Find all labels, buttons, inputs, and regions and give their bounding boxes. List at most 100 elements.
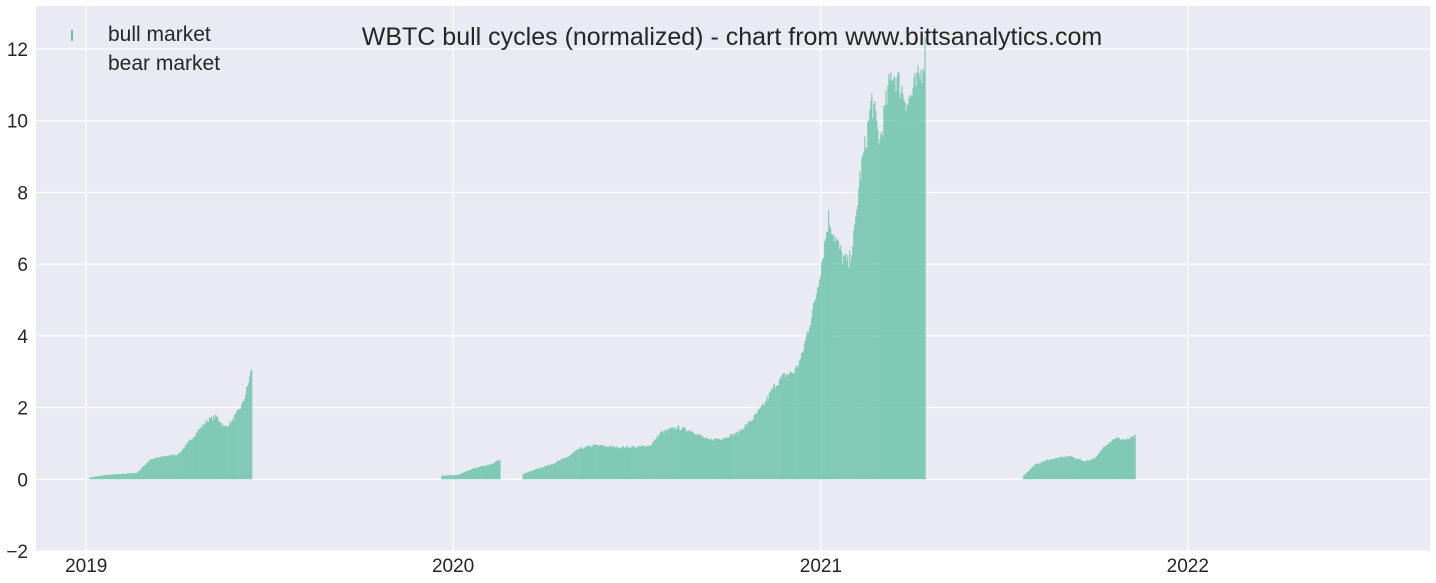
bull-bar	[921, 82, 923, 480]
bull-bar	[1114, 438, 1116, 480]
bull-bar	[1066, 456, 1068, 480]
bull-bar	[107, 474, 109, 480]
bull-bar	[1134, 434, 1136, 480]
y-tick-label: 4	[17, 327, 28, 348]
bull-bar	[563, 458, 565, 480]
bull-bar	[103, 475, 105, 480]
bull-bar	[611, 447, 614, 480]
bull-bar	[1077, 458, 1079, 480]
bull-bar	[610, 445, 613, 480]
bull-bar	[481, 466, 483, 480]
bull-bar	[896, 77, 898, 480]
bull-bar	[1061, 457, 1063, 480]
bull-bar	[718, 438, 720, 480]
bull-bar	[728, 437, 730, 480]
bull-bar	[547, 464, 549, 480]
bull-bar	[855, 216, 857, 480]
bull-bar	[661, 431, 663, 480]
bull-bar	[460, 473, 462, 480]
bull-bar	[1118, 437, 1120, 480]
bull-bar	[1076, 459, 1078, 480]
bull-bar	[467, 470, 469, 480]
bull-bar	[1028, 469, 1031, 480]
bull-bar	[726, 437, 728, 480]
bull-bar	[763, 405, 765, 480]
bull-bar	[1022, 475, 1025, 480]
bull-bar	[543, 466, 545, 480]
bull-bar	[1107, 444, 1109, 480]
bull-bar	[805, 334, 808, 480]
bull-bar	[126, 473, 128, 480]
bull-bar	[1031, 467, 1033, 480]
bull-bar	[1038, 463, 1040, 480]
bull-bar	[198, 429, 201, 480]
bull-bar	[651, 444, 653, 480]
bull-bar	[1042, 461, 1044, 480]
bull-bar	[1081, 460, 1083, 480]
bull-bar	[1091, 459, 1093, 480]
bull-bar	[1111, 440, 1113, 480]
bull-bar	[701, 436, 703, 480]
bull-bar	[1109, 442, 1111, 480]
bull-bar	[773, 383, 775, 480]
bull-bar	[644, 445, 646, 480]
bull-bar	[870, 100, 872, 480]
bull-bar	[561, 458, 563, 480]
bull-bar	[603, 445, 606, 480]
bull-bar	[1057, 457, 1059, 480]
bull-bar	[804, 339, 807, 480]
bull-bar	[884, 105, 886, 480]
bull-bar	[622, 445, 625, 480]
bull-bar	[223, 426, 226, 480]
bull-bar	[1060, 456, 1062, 480]
bull-bar	[813, 301, 816, 480]
bull-bar	[150, 459, 152, 480]
bull-bar	[586, 446, 589, 480]
bull-bar	[1122, 439, 1124, 480]
bull-bar	[1033, 466, 1035, 480]
bull-bar	[148, 460, 150, 480]
bull-bar	[606, 447, 609, 480]
bull-bar	[789, 371, 792, 480]
bull-bar	[94, 476, 96, 480]
bull-bar	[495, 461, 497, 480]
bull-bar	[919, 79, 921, 480]
bull-bar	[687, 431, 689, 480]
bull-bar	[90, 477, 92, 480]
bull-bar	[629, 446, 632, 480]
bull-bar	[845, 253, 847, 480]
bull-bar	[555, 462, 557, 480]
bull-bar	[1112, 439, 1114, 480]
bull-bar	[1079, 458, 1081, 480]
bull-bar	[466, 471, 468, 480]
bull-bar	[1090, 459, 1092, 480]
bull-bar	[542, 467, 544, 480]
bull-bar	[764, 400, 766, 480]
bull-bar	[196, 432, 199, 480]
legend: bull market bear market	[71, 23, 220, 75]
bull-bar	[1119, 439, 1121, 480]
bull-bar	[178, 453, 180, 480]
bull-bar	[1067, 455, 1069, 480]
bull-bar	[759, 407, 761, 480]
bull-bar	[111, 474, 113, 480]
bull-bar	[98, 475, 100, 480]
bull-bar	[743, 428, 745, 480]
legend-swatch-bull	[71, 30, 73, 41]
bull-bar	[1101, 449, 1103, 480]
bull-bar	[499, 460, 501, 480]
bull-bar	[570, 454, 572, 480]
bull-bar	[549, 464, 551, 480]
legend-label-bull: bull market	[108, 23, 211, 46]
bull-bar	[886, 104, 888, 480]
bull-bar	[472, 468, 474, 480]
bull-bar	[812, 302, 815, 480]
bull-bar	[736, 431, 738, 480]
bull-bar	[817, 286, 820, 480]
bull-bar	[628, 448, 631, 480]
bull-bar	[164, 456, 166, 480]
bull-bar	[92, 477, 94, 480]
bull-bar	[920, 69, 922, 480]
bull-bar	[653, 441, 655, 480]
bull-bar	[832, 235, 834, 480]
